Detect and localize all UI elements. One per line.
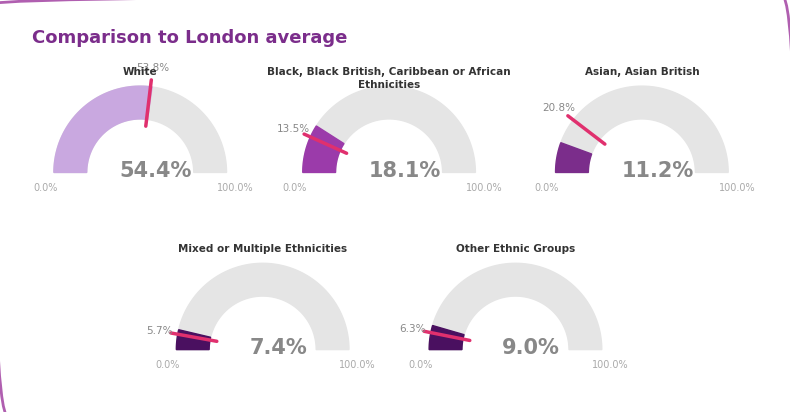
Text: 100.0%: 100.0% [217,183,254,193]
Polygon shape [176,330,211,350]
Text: 9.0%: 9.0% [502,338,560,358]
Text: 0.0%: 0.0% [282,183,307,193]
Text: 5.7%: 5.7% [146,326,172,336]
Text: 53.8%: 53.8% [136,63,169,73]
Text: Other Ethnic Groups: Other Ethnic Groups [456,244,575,254]
Text: 7.4%: 7.4% [250,338,307,358]
Polygon shape [429,263,602,350]
Text: Mixed or Multiple Ethnicities: Mixed or Multiple Ethnicities [178,244,348,254]
Polygon shape [54,86,152,173]
Text: 100.0%: 100.0% [340,360,376,370]
Text: 11.2%: 11.2% [621,161,694,181]
Polygon shape [176,263,349,350]
Text: 20.8%: 20.8% [542,103,575,113]
Text: 54.4%: 54.4% [119,161,192,181]
Polygon shape [429,325,464,350]
Text: 13.5%: 13.5% [276,124,310,134]
Text: 6.3%: 6.3% [399,324,426,334]
Text: 100.0%: 100.0% [719,183,755,193]
Polygon shape [555,86,728,173]
Polygon shape [54,86,227,173]
Polygon shape [555,143,592,173]
Text: White: White [123,67,157,77]
Polygon shape [303,126,344,173]
Text: 0.0%: 0.0% [408,360,433,370]
Text: 100.0%: 100.0% [466,183,502,193]
Text: 100.0%: 100.0% [592,360,629,370]
Text: Comparison to London average: Comparison to London average [32,29,347,47]
Text: Black, Black British, Caribbean or African
Ethnicities: Black, Black British, Caribbean or Afric… [267,67,511,89]
Text: Asian, Asian British: Asian, Asian British [585,67,699,77]
Text: 18.1%: 18.1% [368,161,441,181]
Text: 0.0%: 0.0% [33,183,58,193]
Polygon shape [303,86,476,173]
Text: 0.0%: 0.0% [156,360,180,370]
Text: 0.0%: 0.0% [535,183,559,193]
